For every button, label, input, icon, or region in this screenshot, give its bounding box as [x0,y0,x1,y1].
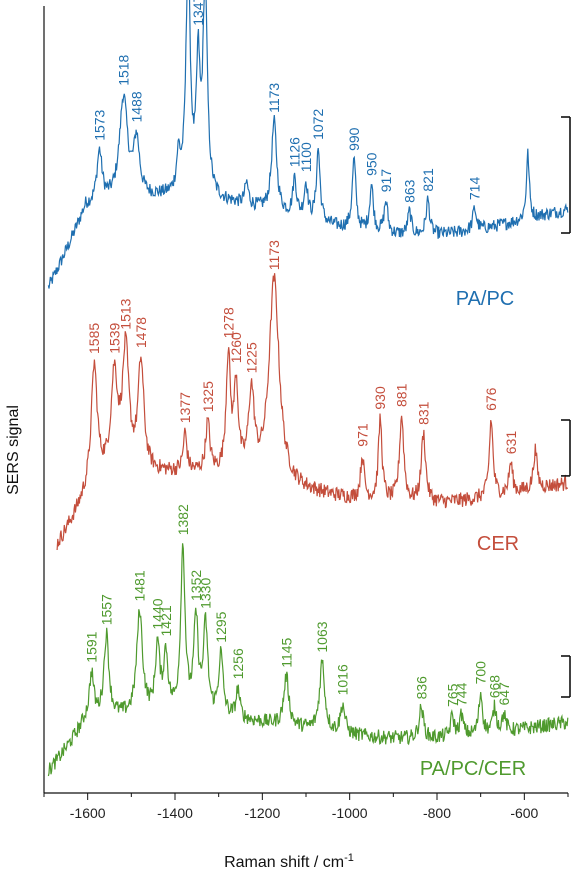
peak-label: 1347 [190,0,206,26]
x-tick-label: -800 [423,805,451,821]
peak-label: 1481 [132,570,148,601]
peak-label: 836 [413,676,429,700]
peak-label: 1377 [177,392,193,423]
x-axis-title: Raman shift / cm-1 [224,852,354,871]
peak-label: 821 [420,168,436,192]
peak-label: 1591 [84,631,100,662]
scale-bar-2 [561,655,571,698]
peak-label: 1585 [86,323,102,354]
peak-label: 744 [454,682,470,706]
peak-label: 647 [496,682,512,706]
series-layer [47,0,569,777]
peak-label: 1325 [200,381,216,412]
peak-label: 1173 [266,240,282,270]
peak-label: 1382 [175,504,191,535]
peak-label: 1518 [116,54,132,85]
series-line-0 [47,0,569,289]
peak-label: 1145 [278,637,294,667]
peak-label: 1278 [220,307,236,338]
peak-label: 917 [378,169,394,193]
series-line-2 [47,543,569,777]
peak-label: 1573 [92,109,108,140]
scale-bar-1 [561,419,571,477]
scale-bars-layer [561,116,571,698]
peak-label: 1421 [158,605,174,636]
x-tick-label: -1000 [332,805,368,821]
peak-label: 1260 [228,332,244,363]
peak-label: 668 [487,675,503,699]
peak-label: 1440 [150,598,166,629]
series-name-2: PA/PC/CER [420,758,526,780]
peak-label: 1478 [133,317,149,348]
peak-label: 1016 [335,664,351,695]
peak-label: 1100 [298,142,314,172]
peak-label: 971 [354,423,370,447]
series-name-1: CER [477,533,519,555]
peak-label: 714 [467,177,483,201]
peak-label: 1256 [230,648,246,679]
series-line-1 [56,273,569,551]
peak-label: 1557 [98,594,114,625]
peak-label: 990 [346,127,362,151]
x-tick-label: -600 [510,805,538,821]
peak-label: 831 [416,401,432,425]
peak-label: 930 [372,386,388,410]
peak-label: 1488 [129,91,145,122]
scale-bar-0 [561,116,571,234]
peak-label: 765 [444,683,460,707]
peak-label: 1225 [243,342,259,373]
y-axis-title: SERS signal [5,405,22,495]
x-tick-label: -1600 [70,805,106,821]
x-tick-label: -1400 [157,805,193,821]
peak-label: 950 [364,152,380,176]
peak-label: 1513 [118,298,134,329]
peak-label: 1330 [198,578,214,609]
peak-label: 863 [402,179,418,203]
peak-label: 676 [483,387,499,411]
peak-label: 1295 [213,611,229,642]
peak-label: 700 [473,661,489,685]
series-name-0: PA/PC [456,288,515,310]
peak-label: 881 [394,383,410,407]
chart-axes: -1600 -1400 -1200 -1000 -800 -600 [43,6,569,821]
peak-label: 1539 [106,322,122,353]
peak-label: 1072 [310,109,326,140]
peak-label: 1126 [287,137,303,167]
peak-label: 1063 [314,621,330,652]
x-tick-label: -1200 [244,805,280,821]
peak-label: 1173 [266,83,282,113]
peak-label: 1352 [188,570,204,601]
peak-labels-layer: PA/PC15731518148813701347133111731126110… [84,0,527,780]
peak-label: 631 [503,431,519,455]
